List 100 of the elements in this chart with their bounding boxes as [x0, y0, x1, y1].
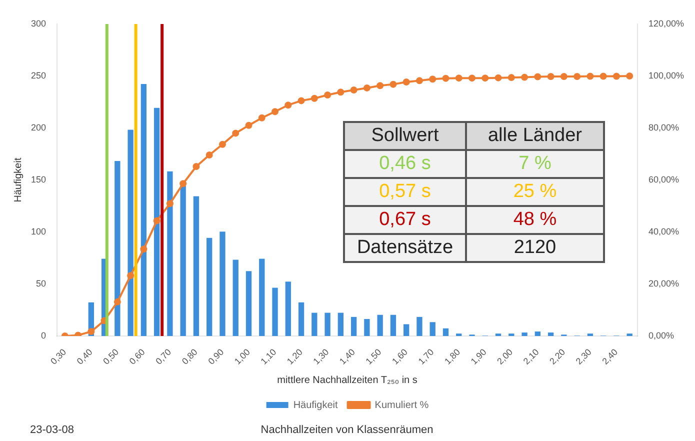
point — [298, 97, 305, 104]
y2-tick-label: 40,00% — [648, 226, 679, 236]
point — [586, 72, 594, 80]
bar — [377, 314, 383, 336]
y2-tick-label: 120,00% — [648, 18, 684, 28]
y-tick-label: 0 — [41, 330, 46, 340]
bar — [350, 316, 357, 336]
bar — [272, 288, 278, 336]
point — [376, 82, 384, 90]
annotation: 2120 — [466, 234, 604, 262]
point — [337, 88, 344, 96]
point — [350, 86, 358, 94]
point — [612, 72, 620, 80]
point — [521, 74, 528, 81]
y-axis-title: Häufigkeit — [12, 158, 24, 202]
point — [258, 114, 266, 122]
point — [166, 200, 174, 208]
point — [232, 130, 240, 137]
y-tick-label: 200 — [30, 122, 46, 132]
y2-tick-label: 60,00% — [648, 174, 679, 184]
y-tick-label: 300 — [30, 18, 46, 28]
point — [192, 162, 200, 170]
point — [429, 76, 436, 83]
bar — [404, 324, 410, 336]
bar — [442, 328, 449, 336]
point — [114, 298, 121, 306]
x-tick-label: 0,60 — [127, 346, 147, 366]
x-tick-label: 0,30 — [48, 346, 68, 366]
point — [482, 74, 489, 82]
bar — [180, 186, 186, 336]
point — [547, 73, 554, 80]
bar — [312, 312, 318, 336]
x-tick-label: 0,80 — [180, 346, 200, 366]
legend-label: Kumuliert % — [374, 400, 429, 411]
x-tick-label: 0,50 — [101, 346, 121, 366]
x-tick-label: 0,40 — [74, 346, 94, 366]
annotation: 0,67 s — [344, 206, 466, 234]
annotation: 0,46 s — [344, 150, 466, 178]
annotation: alle Länder — [466, 122, 604, 150]
annotation: 0,57 s — [344, 178, 466, 206]
bar — [534, 331, 540, 336]
y2-tick-label: 80,00% — [648, 122, 679, 132]
bar — [430, 322, 436, 336]
point — [218, 140, 226, 148]
point — [180, 180, 187, 188]
x-tick-label: 0,70 — [154, 346, 174, 366]
point — [494, 74, 502, 82]
annotation: 25 % — [466, 178, 604, 206]
point — [206, 152, 213, 159]
bar — [416, 316, 422, 336]
annotation: 7 % — [466, 150, 604, 178]
legend-label: Häufigkeit — [293, 400, 338, 411]
bar — [338, 312, 344, 336]
point — [324, 91, 332, 98]
y2-tick-label: 0,00% — [648, 330, 674, 340]
bar — [167, 171, 173, 336]
annotation: Datensätze — [344, 234, 466, 262]
point — [402, 78, 410, 86]
bar — [390, 314, 396, 336]
point — [272, 108, 279, 116]
bar — [232, 260, 238, 336]
point — [140, 246, 148, 253]
y2-tick-label: 100,00% — [648, 70, 684, 80]
bar — [154, 108, 160, 336]
point — [284, 102, 292, 109]
bar — [364, 319, 370, 336]
bar — [522, 332, 528, 336]
point — [416, 77, 423, 84]
point — [534, 73, 542, 80]
bar — [140, 84, 147, 336]
point — [626, 72, 634, 80]
y-tick-label: 150 — [30, 174, 46, 184]
bar — [246, 271, 252, 336]
text: Nachhallzeiten von Klassenräumen — [260, 424, 434, 436]
bar — [324, 312, 330, 336]
x-tick-label: 0,90 — [206, 346, 226, 366]
bar — [285, 282, 291, 336]
annotation: Sollwert — [344, 122, 466, 150]
annotation: 48 % — [466, 206, 604, 234]
point — [245, 122, 252, 129]
bar — [298, 302, 304, 336]
point — [455, 74, 462, 82]
text: 23-03-08 — [30, 424, 74, 436]
bar — [220, 232, 226, 336]
point — [508, 74, 515, 82]
y-tick-label: 50 — [36, 278, 46, 288]
bar — [259, 258, 265, 336]
bar — [128, 130, 134, 336]
point — [600, 72, 607, 80]
point — [363, 84, 370, 92]
point — [390, 80, 397, 88]
x-axis-title: mittlere Nachhallzeiten T₂₅₀ in s — [277, 374, 418, 386]
point — [127, 272, 134, 280]
bar — [206, 238, 212, 336]
bar — [548, 332, 554, 336]
y-tick-label: 250 — [30, 70, 46, 80]
point — [468, 74, 476, 82]
point — [153, 217, 160, 224]
point — [310, 94, 318, 102]
point — [560, 73, 568, 80]
